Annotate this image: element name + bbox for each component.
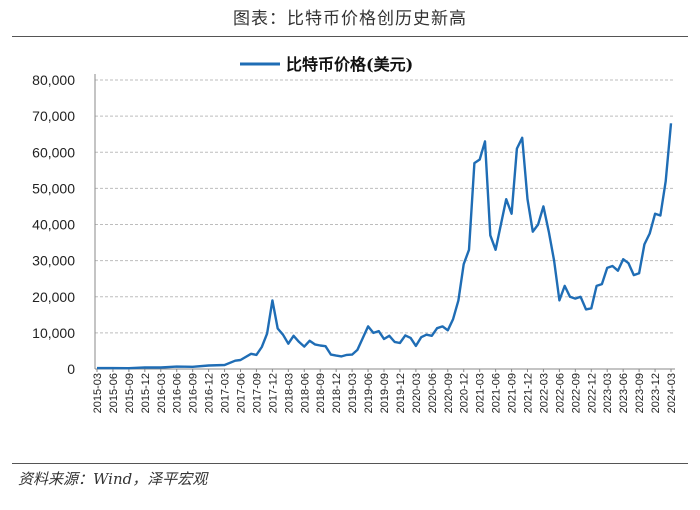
x-tick-label: 2022-06	[554, 373, 566, 413]
x-tick-label: 2022-09	[570, 373, 582, 413]
x-tick-label: 2018-12	[331, 373, 343, 413]
x-tick-label: 2023-12	[650, 373, 662, 413]
bottom-rule	[12, 463, 688, 464]
y-tick-labels: 0 10,000 20,000 30,000 40,000 50,000 60,000 70,…	[32, 72, 75, 377]
y-tick-label: 80,000	[32, 72, 75, 88]
source-note: 资料来源：Wind，泽平宏观	[18, 470, 208, 488]
x-tick-label: 2023-06	[618, 373, 630, 413]
y-tick-label: 50,000	[32, 180, 75, 196]
x-tick-label: 2020-03	[411, 373, 423, 413]
x-tick-label: 2023-03	[602, 373, 614, 413]
x-tick-label: 2016-06	[172, 373, 184, 413]
x-tick-label: 2018-03	[283, 373, 295, 413]
legend-label: 比特币价格(美元)	[286, 55, 413, 74]
y-tick-label: 70,000	[32, 108, 75, 124]
x-tick-label: 2020-12	[459, 373, 471, 413]
x-tick-label: 2021-06	[491, 373, 503, 413]
x-tick-label: 2023-09	[634, 373, 646, 413]
x-tick-label: 2015-03	[92, 373, 104, 413]
x-tick-label: 2017-06	[236, 373, 248, 413]
x-tick-label: 2019-03	[347, 373, 359, 413]
axes	[94, 74, 675, 372]
grid-lines	[95, 79, 675, 334]
x-tick-label: 2020-09	[443, 373, 455, 413]
series-lines	[97, 123, 673, 370]
y-tick-label: 20,000	[32, 289, 75, 305]
x-tick-label: 2019-09	[379, 373, 391, 413]
figure-title: 图表：比特币价格创历史新高	[233, 9, 467, 29]
x-tick-label: 2017-09	[251, 373, 263, 413]
x-tick-label: 2018-09	[315, 373, 327, 413]
x-tick-label: 2020-06	[427, 373, 439, 413]
top-rule	[12, 36, 688, 37]
x-tick-label: 2021-09	[507, 373, 519, 413]
x-tick-label: 2019-06	[363, 373, 375, 413]
x-tick-label: 2022-03	[538, 373, 550, 413]
x-tick-label: 2015-06	[108, 373, 120, 413]
x-tick-label: 2017-03	[220, 373, 232, 413]
x-tick-labels: 2015-03 2015-06 2015-09 2015-12 2016-03 2016-…	[92, 373, 678, 413]
y-tick-label: 40,000	[32, 217, 75, 233]
series-line-0	[97, 123, 673, 370]
x-tick-label: 2016-12	[204, 373, 216, 413]
y-tick-label: 60,000	[32, 144, 75, 160]
x-tick-label: 2019-12	[395, 373, 407, 413]
x-tick-label: 2016-09	[188, 373, 200, 413]
y-tick-label: 0	[67, 361, 75, 377]
x-tick-label: 2015-12	[140, 373, 152, 413]
x-tick-label: 2021-03	[475, 373, 487, 413]
x-tick-label: 2015-09	[124, 373, 136, 413]
legend: 比特币价格(美元)	[240, 55, 413, 74]
x-tick-label: 2018-06	[299, 373, 311, 413]
x-tick-label: 2016-03	[156, 373, 168, 413]
y-tick-label: 30,000	[32, 253, 75, 269]
x-tick-label: 2024-03	[666, 373, 678, 413]
x-tick-label: 2017-12	[267, 373, 279, 413]
x-tick-label: 2022-12	[586, 373, 598, 413]
y-tick-label: 10,000	[32, 325, 75, 341]
bitcoin-price-chart: 0 10,000 20,000 30,000 40,000 50,000 60,000 70,…	[32, 55, 678, 413]
x-tick-label: 2021-12	[523, 373, 535, 413]
